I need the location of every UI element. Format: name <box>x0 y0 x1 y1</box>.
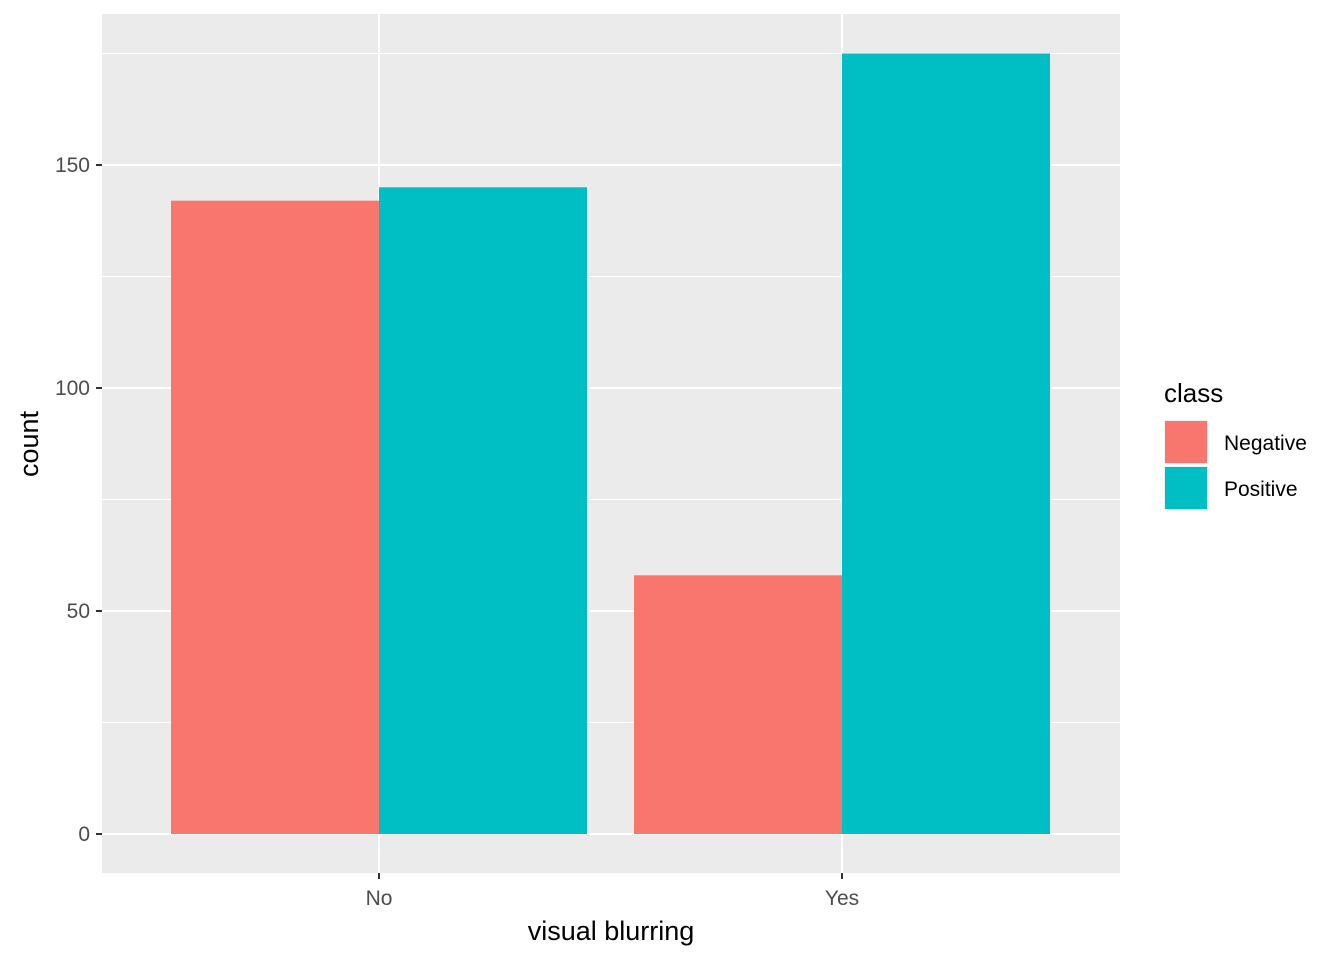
x-tick-label: Yes <box>825 887 859 910</box>
bar-yes-positive <box>842 53 1050 834</box>
legend: class Negative Positive <box>1164 378 1307 510</box>
legend-swatch-positive <box>1165 467 1207 509</box>
y-tick-label: 100 <box>55 377 90 400</box>
legend-label-positive: Positive <box>1224 478 1298 501</box>
y-tick-label: 0 <box>78 823 90 846</box>
legend-swatch-negative <box>1165 421 1207 463</box>
y-axis-title: count <box>14 410 44 477</box>
legend-label-negative: Negative <box>1224 432 1307 455</box>
legend-title: class <box>1164 378 1223 408</box>
x-axis: No Yes <box>366 873 859 910</box>
y-tick-label: 50 <box>67 600 90 623</box>
x-axis-title: visual blurring <box>528 916 695 946</box>
bar-yes-negative <box>634 575 842 834</box>
bars-group <box>171 53 1050 835</box>
x-tick-label: No <box>366 887 393 910</box>
y-tick-label: 150 <box>55 154 90 177</box>
bar-no-positive <box>379 187 587 835</box>
y-axis: 0 50 100 150 <box>55 154 102 846</box>
bar-no-negative <box>171 200 379 834</box>
